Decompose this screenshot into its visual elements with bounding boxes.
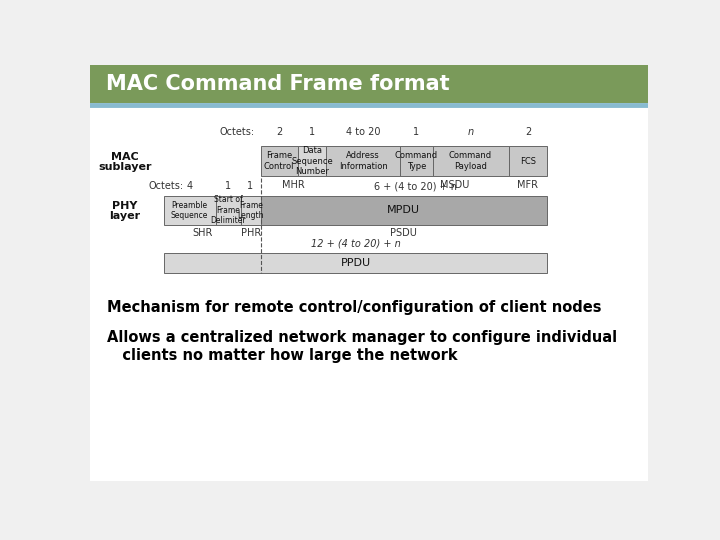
- FancyBboxPatch shape: [215, 195, 241, 225]
- FancyBboxPatch shape: [297, 146, 326, 177]
- Text: MAC: MAC: [111, 152, 139, 162]
- Text: SHR: SHR: [192, 228, 212, 238]
- FancyBboxPatch shape: [163, 253, 547, 273]
- Text: Address
Information: Address Information: [339, 151, 387, 171]
- Text: Octets:: Octets:: [219, 127, 254, 137]
- FancyBboxPatch shape: [261, 195, 547, 225]
- FancyBboxPatch shape: [241, 195, 261, 225]
- Text: MAC Command Frame format: MAC Command Frame format: [106, 74, 449, 94]
- Text: Allows a centralized network manager to configure individual
   clients no matte: Allows a centralized network manager to …: [107, 330, 617, 363]
- Text: PSDU: PSDU: [390, 228, 418, 238]
- Text: MSDU: MSDU: [440, 179, 469, 190]
- Text: Command
Payload: Command Payload: [449, 151, 492, 171]
- Text: Frame
Length: Frame Length: [238, 201, 264, 220]
- FancyBboxPatch shape: [326, 146, 400, 177]
- Text: 12 + (4 to 20) + ​n: 12 + (4 to 20) + ​n: [310, 239, 400, 249]
- Text: Data
Sequence
Number: Data Sequence Number: [291, 146, 333, 176]
- Text: 1: 1: [248, 181, 253, 191]
- Text: 1: 1: [309, 127, 315, 137]
- Text: layer: layer: [109, 212, 140, 221]
- Text: MHR: MHR: [282, 179, 305, 190]
- Text: Frame
Control: Frame Control: [264, 151, 294, 171]
- FancyBboxPatch shape: [433, 146, 508, 177]
- Text: 4 to 20: 4 to 20: [346, 127, 380, 137]
- FancyBboxPatch shape: [163, 195, 215, 225]
- Text: FCS: FCS: [520, 157, 536, 166]
- Text: MPDU: MPDU: [387, 205, 420, 215]
- FancyBboxPatch shape: [508, 146, 547, 177]
- Text: Octets:: Octets:: [148, 181, 184, 191]
- Text: 2: 2: [525, 127, 531, 137]
- Text: 2: 2: [276, 127, 282, 137]
- FancyBboxPatch shape: [400, 146, 433, 177]
- Text: 6 + (4 to 20) + n: 6 + (4 to 20) + n: [374, 181, 457, 191]
- Text: n: n: [467, 127, 474, 137]
- Text: Mechanism for remote control/configuration of client nodes: Mechanism for remote control/configurati…: [107, 300, 601, 315]
- Text: PHY: PHY: [112, 201, 138, 212]
- Text: Preamble
Sequence: Preamble Sequence: [171, 201, 208, 220]
- Text: PHR: PHR: [240, 228, 261, 238]
- Text: 4: 4: [186, 181, 192, 191]
- Text: Command
Type: Command Type: [395, 151, 438, 171]
- Text: PPDU: PPDU: [341, 258, 371, 268]
- FancyBboxPatch shape: [261, 146, 297, 177]
- FancyBboxPatch shape: [90, 65, 648, 103]
- Text: 1: 1: [225, 181, 231, 191]
- Text: 1: 1: [413, 127, 419, 137]
- Text: MFR: MFR: [518, 179, 539, 190]
- Text: Start of
Frame
Delimiter: Start of Frame Delimiter: [210, 195, 246, 225]
- FancyBboxPatch shape: [90, 105, 648, 481]
- Text: sublayer: sublayer: [98, 162, 152, 172]
